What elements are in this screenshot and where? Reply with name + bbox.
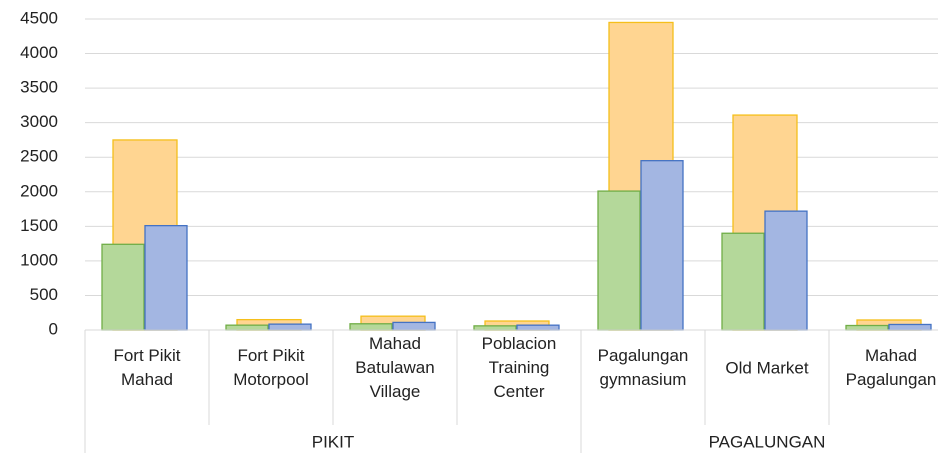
y-tick-label: 0 bbox=[49, 319, 58, 338]
y-tick-label: 3500 bbox=[20, 78, 58, 97]
y-tick-label: 1000 bbox=[20, 250, 58, 269]
x-tick-label: Fort Pikit Mahad bbox=[113, 346, 180, 389]
bar bbox=[888, 323, 932, 331]
y-tick-label: 4000 bbox=[20, 43, 58, 62]
group-label: PIKIT bbox=[312, 432, 355, 451]
x-tick-label: Poblacion Training Center bbox=[482, 334, 557, 401]
bar bbox=[268, 323, 312, 331]
bar bbox=[845, 324, 889, 331]
bar bbox=[721, 232, 765, 331]
bar bbox=[597, 190, 641, 331]
y-tick-label: 2500 bbox=[20, 147, 58, 166]
bar bbox=[225, 324, 269, 331]
bar bbox=[349, 323, 393, 331]
y-tick-label: 1500 bbox=[20, 216, 58, 235]
y-tick-label: 500 bbox=[30, 285, 58, 304]
bar bbox=[473, 325, 517, 331]
y-tick-label: 4500 bbox=[20, 8, 58, 27]
y-tick-label: 2000 bbox=[20, 181, 58, 200]
x-tick-label: Mahad Batulawan Village bbox=[355, 334, 434, 401]
x-tick-label: Fort Pikit Motorpool bbox=[233, 346, 309, 389]
x-tick-label: Pagalungan gymnasium bbox=[598, 346, 689, 389]
group-label: PAGALUNGAN bbox=[709, 432, 826, 451]
bar bbox=[392, 321, 436, 331]
y-tick-label: 3000 bbox=[20, 112, 58, 131]
x-tick-label: Old Market bbox=[725, 358, 808, 377]
bar bbox=[144, 224, 188, 331]
bar bbox=[101, 243, 145, 331]
bar bbox=[516, 324, 560, 331]
bar bbox=[764, 210, 808, 331]
bar bbox=[640, 160, 684, 331]
x-tick-label: Mahad Pagalungan bbox=[846, 346, 937, 389]
